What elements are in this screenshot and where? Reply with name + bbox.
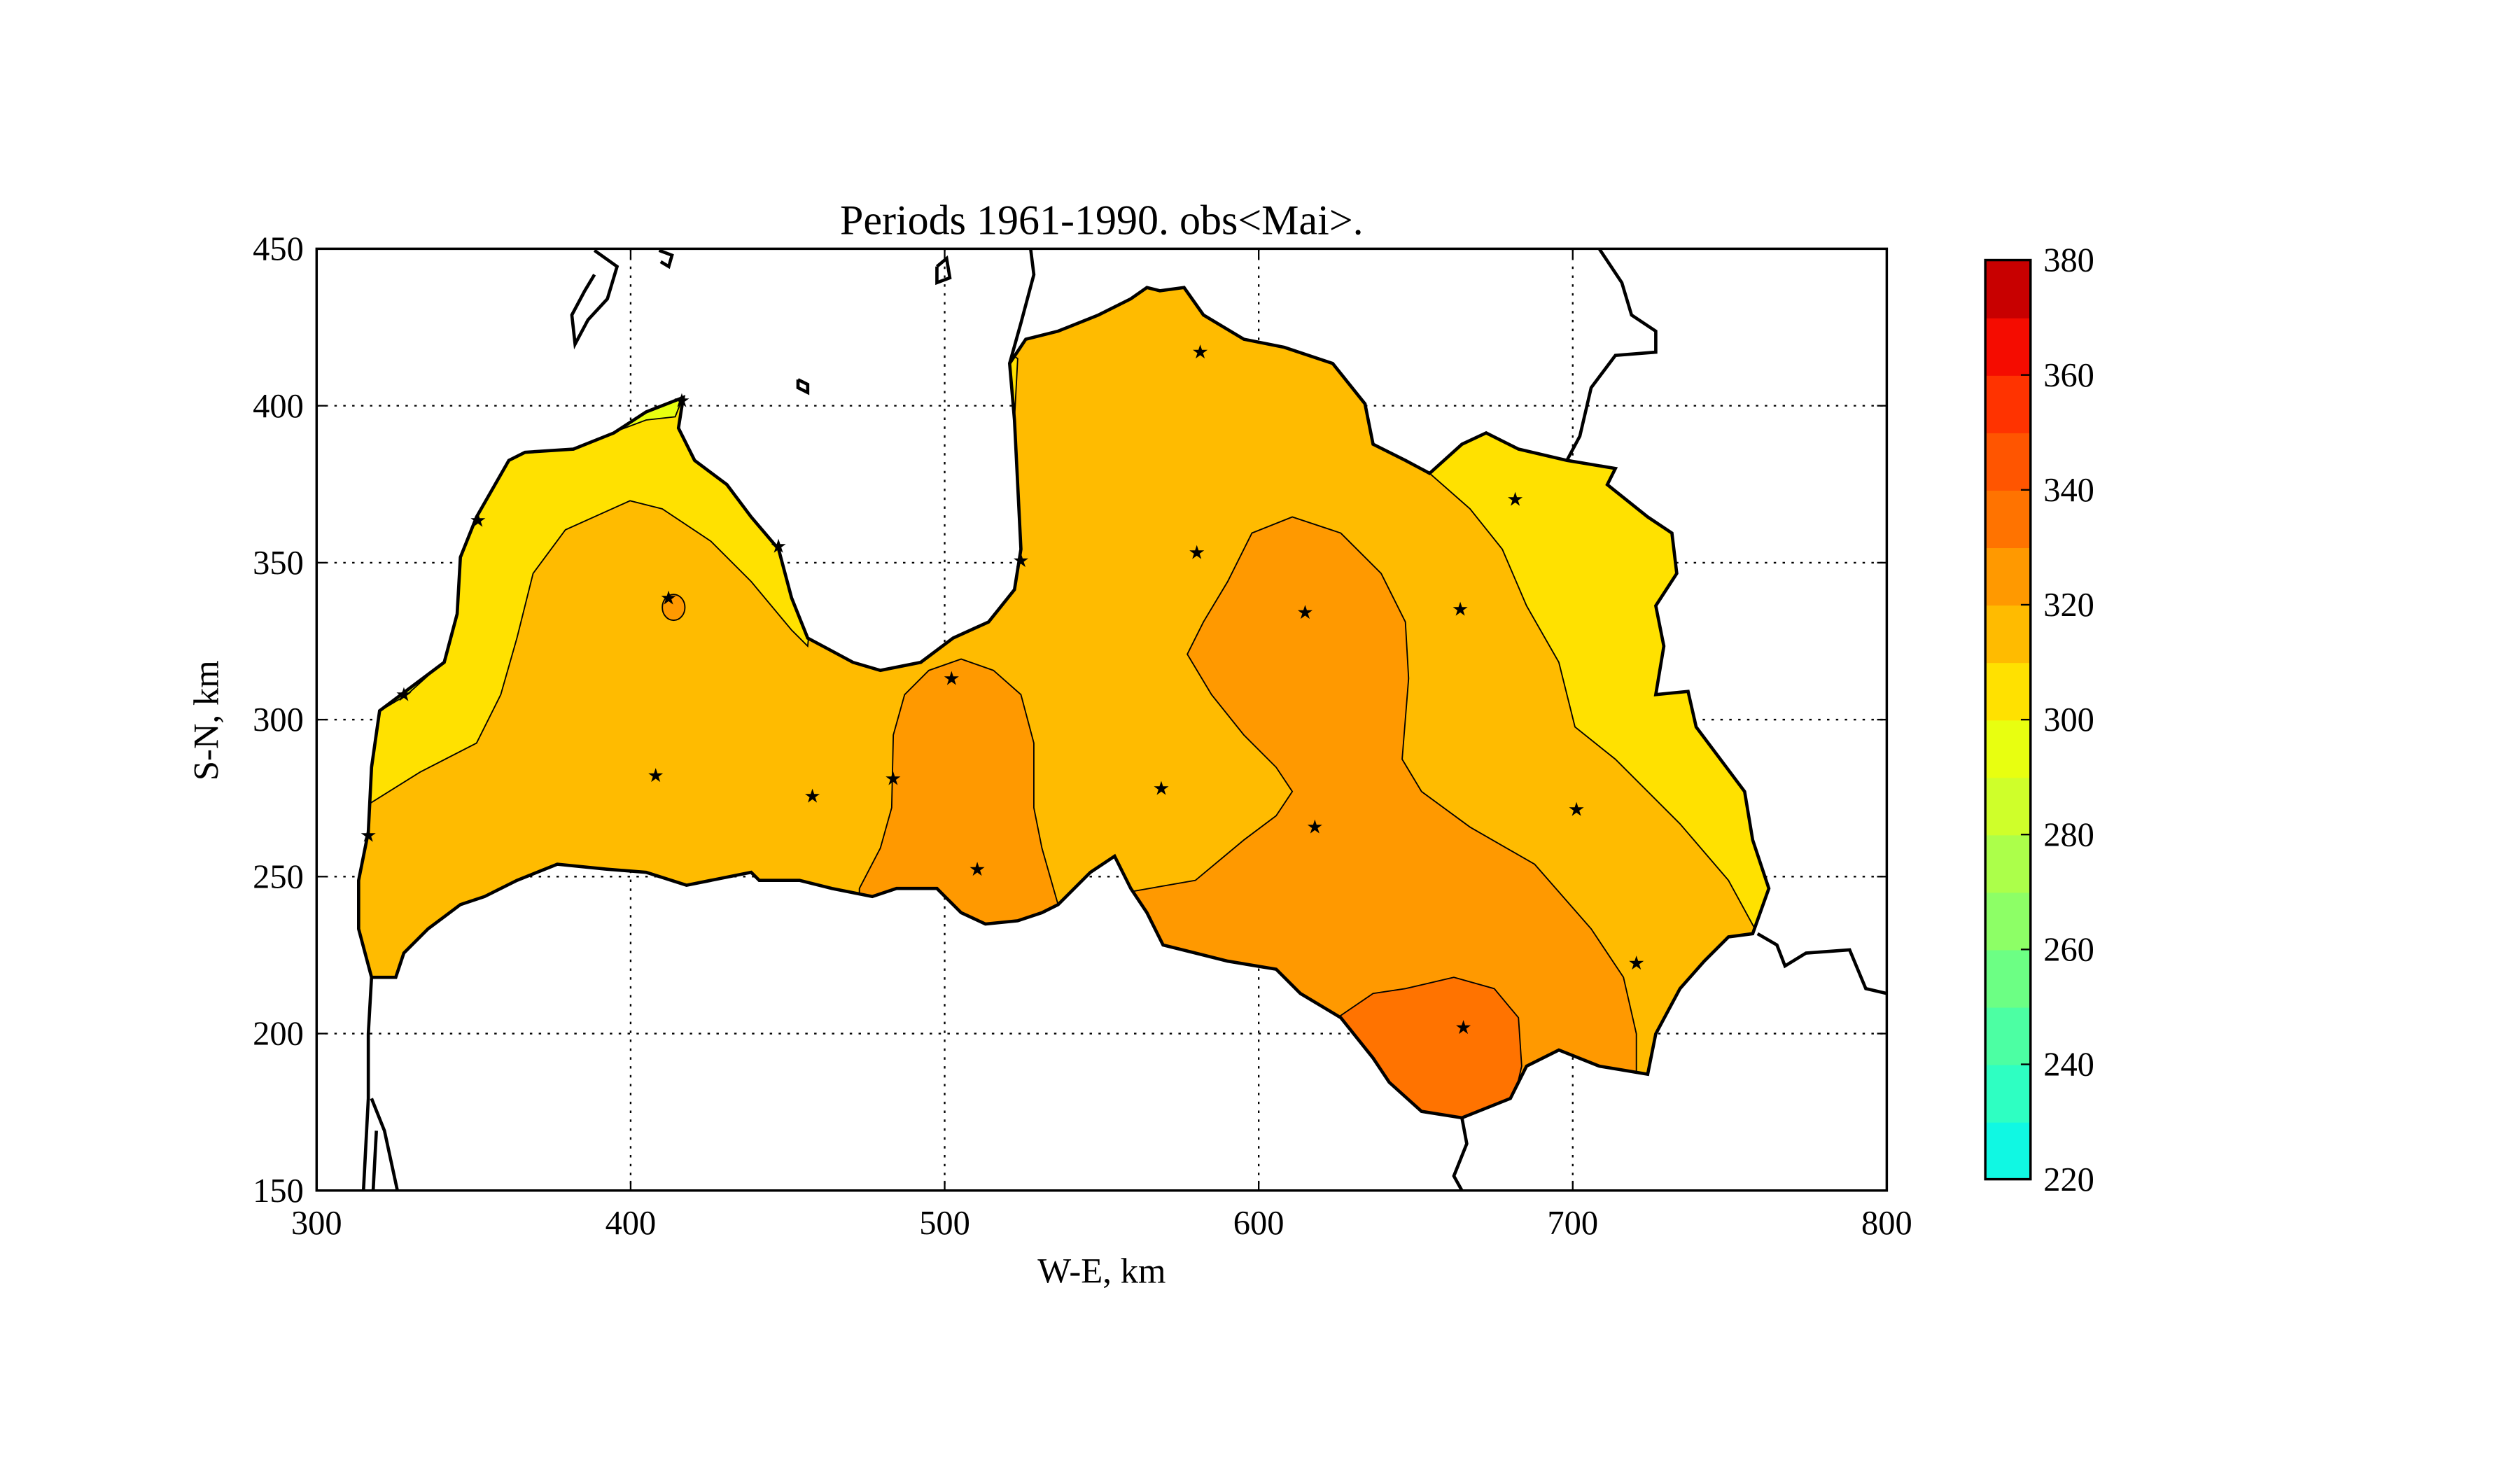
colorbar-bin (1985, 777, 2031, 836)
x-tick-label: 500 (919, 1205, 970, 1242)
station-marker: ★ (804, 785, 821, 807)
station-marker: ★ (360, 824, 377, 846)
station-marker: ★ (1455, 1016, 1472, 1038)
coastline-segment (370, 1098, 399, 1191)
coastline-segment (1008, 248, 1036, 364)
colorbar-tick-label: 340 (2043, 472, 2094, 509)
coastline-segment (371, 1130, 378, 1191)
y-tick-label: 150 (253, 1172, 304, 1210)
colorbar-tick-label: 220 (2043, 1161, 2094, 1198)
station-marker: ★ (770, 535, 788, 556)
colorbar-bin (1985, 949, 2031, 1008)
y-tick-label: 350 (253, 545, 304, 582)
x-tick-label: 600 (1233, 1205, 1284, 1242)
station-marker: ★ (1012, 550, 1030, 571)
chart-title: Periods 1961-1990. obs<Mai>. (840, 197, 1364, 244)
colorbar-bin (1985, 317, 2031, 376)
station-marker: ★ (660, 587, 678, 608)
station-marker: ★ (1153, 778, 1170, 799)
coastline-segment (570, 248, 620, 350)
y-tick-label: 300 (253, 701, 304, 738)
colorbar-tick-label: 360 (2043, 357, 2094, 394)
colorbar-bin (1985, 1007, 2031, 1065)
x-tick-label: 700 (1547, 1205, 1598, 1242)
colorbar-bin (1985, 260, 2031, 318)
colorbar-bin (1985, 892, 2031, 951)
station-marker: ★ (1628, 952, 1645, 974)
colorbar-bin (1985, 547, 2031, 606)
colorbar-tick-label: 280 (2043, 816, 2094, 853)
colorbar-tick-label: 300 (2043, 701, 2094, 738)
station-marker: ★ (943, 668, 960, 690)
station-marker: ★ (1191, 341, 1209, 363)
y-tick-label: 400 (253, 388, 304, 425)
colorbar-bin (1985, 662, 2031, 721)
station-marker: ★ (1188, 541, 1205, 563)
station-marker: ★ (396, 683, 413, 705)
colorbar-bin (1985, 834, 2031, 893)
colorbar-tick-label: 380 (2043, 242, 2094, 279)
coastline-segment (1756, 932, 1887, 995)
colorbar-bin (1985, 1121, 2031, 1180)
stations: ★ ★ ★ ★ ★ ★ ★ ★ ★ ★ ★ ★ ★ ★ ★ ★ ★ ★ ★ ★ ★ ★ (360, 341, 1645, 1038)
station-marker: ★ (1568, 799, 1586, 820)
coastline (356, 248, 1887, 1191)
colorbar-bin (1985, 432, 2031, 491)
station-marker: ★ (469, 510, 486, 531)
coastline-segment (1452, 1117, 1469, 1191)
colorbar-tick-label: 320 (2043, 587, 2094, 624)
colorbar-bin (1985, 604, 2031, 664)
station-marker: ★ (647, 764, 664, 786)
y-tick-label: 450 (253, 231, 304, 268)
station-marker: ★ (969, 858, 986, 880)
station-marker: ★ (1506, 488, 1524, 510)
coastline-segment (796, 378, 810, 396)
colorbar-bin (1985, 1064, 2031, 1123)
colorbar-tick-label: 260 (2043, 932, 2094, 969)
x-axis-label: W-E, km (1037, 1251, 1166, 1290)
station-marker: ★ (1452, 598, 1469, 620)
x-tick-label: 300 (291, 1205, 342, 1242)
colorbar-tick-label: 240 (2043, 1046, 2094, 1084)
coastline-segment (1565, 248, 1658, 461)
y-tick-label: 200 (253, 1016, 304, 1053)
station-marker: ★ (673, 390, 691, 412)
coastline-segment (658, 248, 674, 270)
station-marker: ★ (1306, 816, 1324, 838)
contour-region-320-330 (662, 594, 686, 622)
y-tick-label: 250 (253, 858, 304, 895)
colorbar-bin (1985, 489, 2031, 549)
colorbar-bin (1985, 374, 2031, 433)
axis-ticks: 300 400 500 600 700 800 150 200 250 300 350 400 450 (253, 231, 1912, 1242)
coastline-segment (361, 977, 374, 1191)
coastline-segment (935, 255, 952, 286)
contour-region-330-340 (1336, 976, 1522, 1118)
station-marker: ★ (1296, 601, 1314, 623)
colorbar-bin (1985, 720, 2031, 778)
x-tick-label: 400 (606, 1205, 657, 1242)
x-tick-label: 800 (1861, 1205, 1912, 1242)
colorbar: 220 240 260 280 300 320 340 360 380 (1984, 242, 2094, 1198)
latvia-border (356, 286, 1771, 1120)
y-axis-label: S-N, km (187, 660, 226, 780)
station-marker: ★ (885, 768, 902, 790)
